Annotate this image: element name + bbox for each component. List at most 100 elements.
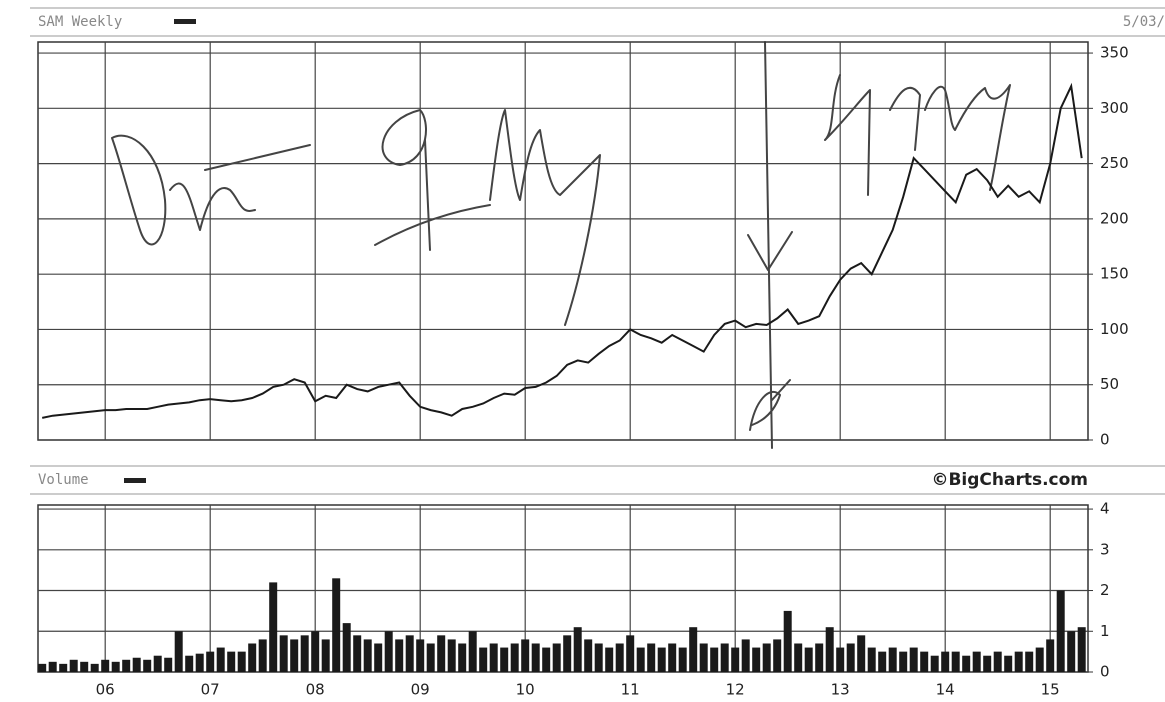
volume-bar: [174, 631, 183, 672]
y-tick-label: 200: [1100, 209, 1129, 227]
volume-bar: [468, 631, 477, 672]
volume-bar: [395, 639, 404, 672]
price-line: [41, 82, 1083, 419]
volume-bar: [909, 647, 918, 672]
volume-bar: [405, 635, 414, 672]
volume-bar: [479, 647, 488, 672]
volume-bar: [342, 623, 351, 672]
legend-swatch: [124, 478, 146, 483]
date-label: 5/03/: [1123, 14, 1165, 30]
volume-bar: [374, 643, 383, 672]
volume-bar: [626, 635, 635, 672]
volume-bar: [101, 659, 110, 672]
volume-title: Volume: [38, 472, 89, 488]
volume-bar: [752, 647, 761, 672]
volume-bar: [972, 651, 981, 672]
x-tick-label: 11: [621, 681, 640, 699]
volume-bar: [1067, 631, 1076, 672]
x-tick-label: 06: [96, 681, 115, 699]
volume-bar: [542, 647, 551, 672]
volume-bar: [1056, 590, 1065, 672]
volume-bar: [699, 643, 708, 672]
volume-bar: [363, 639, 372, 672]
volume-bar: [311, 631, 320, 672]
volume-bar: [563, 635, 572, 672]
y-tick-label: 300: [1100, 99, 1129, 117]
x-tick-label: 07: [201, 681, 220, 699]
volume-bar: [941, 651, 950, 672]
volume-bar: [552, 643, 561, 672]
volume-bar: [584, 639, 593, 672]
volume-bar: [80, 661, 89, 672]
volume-bar: [1004, 655, 1013, 672]
chart-title: SAM Weekly: [38, 14, 122, 30]
y-tick-label: 250: [1100, 154, 1129, 172]
volume-bar: [521, 639, 530, 672]
volume-bar: [489, 643, 498, 672]
volume-bar: [122, 659, 131, 672]
volume-bar: [1046, 639, 1055, 672]
volume-bar: [920, 651, 929, 672]
scribble: [747, 41, 793, 449]
volume-bar: [710, 647, 719, 672]
volume-bar: [206, 651, 215, 672]
handwriting: [111, 41, 1011, 449]
volume-bar: [888, 647, 897, 672]
volume-bar: [290, 639, 299, 672]
legend-swatch: [174, 19, 196, 24]
volume-bar: [216, 647, 225, 672]
volume-bar: [636, 647, 645, 672]
y-tick-label: 0: [1100, 663, 1110, 681]
volume-bar: [164, 657, 173, 672]
plot-frame: [37, 504, 1089, 673]
volume-bar: [1014, 651, 1023, 672]
volume-bar: [594, 643, 603, 672]
volume-bar: [248, 643, 257, 672]
volume-bar: [132, 657, 141, 672]
volume-bar: [153, 655, 162, 672]
x-tick-label: 08: [306, 681, 325, 699]
volume-bar: [1035, 647, 1044, 672]
volume-bar: [930, 655, 939, 672]
volume-bar: [59, 663, 68, 672]
volume-bar: [689, 627, 698, 672]
y-tick-label: 350: [1100, 44, 1129, 62]
volume-bar: [437, 635, 446, 672]
volume-bar: [573, 627, 582, 672]
scribble: [824, 74, 1011, 196]
volume-bar: [69, 659, 78, 672]
y-tick-label: 2: [1100, 581, 1110, 599]
x-tick-label: 09: [411, 681, 430, 699]
volume-bar: [321, 639, 330, 672]
volume-bar: [353, 635, 362, 672]
y-tick-label: 50: [1100, 375, 1119, 393]
volume-bar: [510, 643, 519, 672]
scribble: [374, 109, 601, 326]
volume-bar: [500, 647, 509, 672]
volume-bar: [794, 643, 803, 672]
y-tick-label: 150: [1100, 265, 1129, 283]
volume-bar: [962, 655, 971, 672]
y-tick-label: 0: [1100, 431, 1110, 449]
volume-bar: [731, 647, 740, 672]
volume-bar: [1025, 651, 1034, 672]
volume-bar: [983, 655, 992, 672]
volume-bar: [458, 643, 467, 672]
x-tick-label: 13: [831, 681, 850, 699]
volume-bar: [90, 663, 99, 672]
volume-bar: [38, 663, 47, 672]
volume-bar: [195, 653, 204, 672]
volume-bar: [185, 655, 194, 672]
volume-bar: [951, 651, 960, 672]
volume-bar: [300, 635, 309, 672]
volume-bar: [426, 643, 435, 672]
volume-bar: [825, 627, 834, 672]
plot-frame: [37, 41, 1089, 441]
volume-bar: [269, 582, 278, 672]
volume-bar: [741, 639, 750, 672]
volume-bar: [846, 643, 855, 672]
volume-bar: [447, 639, 456, 672]
volume-bar: [1077, 627, 1086, 672]
volume-bar: [615, 643, 624, 672]
